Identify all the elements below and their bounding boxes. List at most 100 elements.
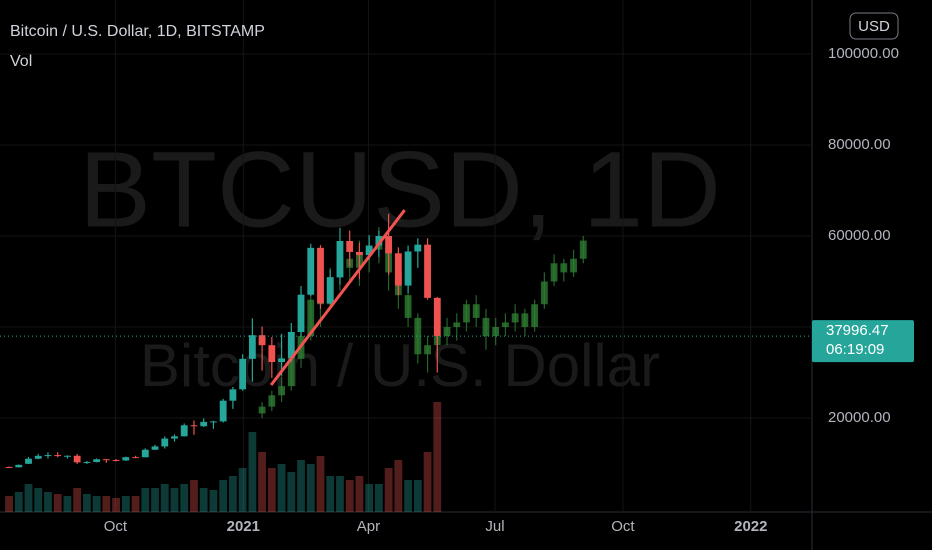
x-tick-label: Jul (485, 518, 504, 535)
candle-body (64, 455, 71, 457)
volume-bar (238, 468, 247, 512)
volume-bar (141, 488, 150, 512)
candle-body (278, 386, 285, 396)
currency-label[interactable]: USD (858, 18, 890, 35)
candle-body (443, 327, 451, 337)
volume-bar (199, 488, 208, 512)
candle-body (336, 241, 344, 278)
candle-body (492, 327, 500, 337)
trend-line (269, 209, 406, 386)
candle-body (287, 332, 295, 359)
candle-body (93, 459, 101, 463)
volume-bar (287, 472, 296, 512)
volume-bar (374, 484, 383, 512)
candle-body (268, 395, 276, 407)
candle-body (278, 358, 285, 363)
candle-body (560, 263, 568, 273)
candle-body (190, 425, 198, 427)
candle-body (424, 345, 431, 355)
candle-body (268, 345, 276, 363)
volume-bar (258, 452, 266, 512)
candle-body (375, 236, 383, 246)
candle-body (210, 421, 217, 423)
candle-body (511, 313, 519, 323)
watermark-sub: Bitcoin / U.S. Dollar (140, 332, 660, 399)
volume-bar (297, 460, 305, 512)
candle-body (463, 304, 470, 323)
candle-body (44, 455, 52, 457)
x-tick-label: Oct (611, 518, 635, 535)
candle-body (219, 400, 227, 422)
volume-bar (345, 480, 354, 512)
candle-body (239, 358, 247, 390)
candle-body (122, 457, 130, 461)
candle-body (521, 313, 529, 328)
candle-body (83, 462, 91, 464)
candle-body (151, 446, 159, 450)
candle-body (34, 455, 42, 459)
volume-bar (190, 480, 198, 512)
y-tick-label: 80000.00 (828, 136, 891, 153)
candle-body (307, 247, 315, 295)
volume-bar (160, 484, 169, 512)
candle-body (570, 258, 577, 273)
candle-body (414, 244, 422, 252)
candle-body (112, 459, 120, 461)
candle-body (132, 457, 139, 459)
volume-bar (14, 492, 23, 512)
volume-bar (423, 452, 432, 512)
volume-bar (180, 484, 189, 512)
candle-body (433, 297, 441, 337)
candle-body (15, 464, 23, 468)
volume-bar (92, 496, 101, 512)
plot (0, 0, 812, 512)
candle-body (579, 240, 587, 259)
currency-button[interactable] (849, 12, 899, 40)
candle-body (356, 251, 363, 256)
candle-body (365, 245, 373, 256)
candle-body (73, 455, 81, 463)
candle-body (287, 358, 295, 387)
candle-body (453, 322, 461, 328)
candle-body (385, 236, 393, 254)
candle-body (258, 406, 266, 414)
volume-bar (336, 476, 344, 512)
volume-bar (219, 480, 228, 512)
volume-bar (151, 488, 159, 512)
volume-bar (384, 468, 393, 512)
candle-body (326, 277, 334, 304)
candle-body (404, 251, 412, 286)
volume-bar (229, 476, 237, 512)
y-tick-label: 100000.00 (828, 45, 899, 62)
candle-body (200, 421, 208, 427)
candle-body (258, 335, 266, 346)
candle-body (161, 438, 169, 447)
volume-bar (63, 496, 72, 512)
x-tick-label: Oct (104, 518, 128, 535)
volume-bar (34, 488, 43, 512)
candle-body (394, 253, 402, 286)
volume-bar (433, 402, 442, 512)
candle-body (317, 247, 324, 304)
volume-bar (5, 496, 13, 512)
y-tick-label: 60000.00 (828, 227, 891, 244)
candle-body (472, 304, 480, 318)
candle-body (5, 466, 13, 468)
volume-bar (267, 468, 276, 512)
candle-body (54, 455, 62, 457)
candle-body (307, 299, 315, 337)
candle-body (171, 436, 178, 439)
volume-bar (24, 484, 33, 512)
candle-body (482, 317, 490, 337)
candle-body (531, 304, 539, 328)
candle-body (25, 458, 32, 464)
candle-body (414, 317, 422, 355)
countdown: 06:19:09 (826, 341, 884, 358)
volume-bar (44, 492, 52, 512)
volume-bar (209, 490, 218, 512)
volume-bar (131, 496, 140, 512)
candle-body (248, 335, 256, 359)
